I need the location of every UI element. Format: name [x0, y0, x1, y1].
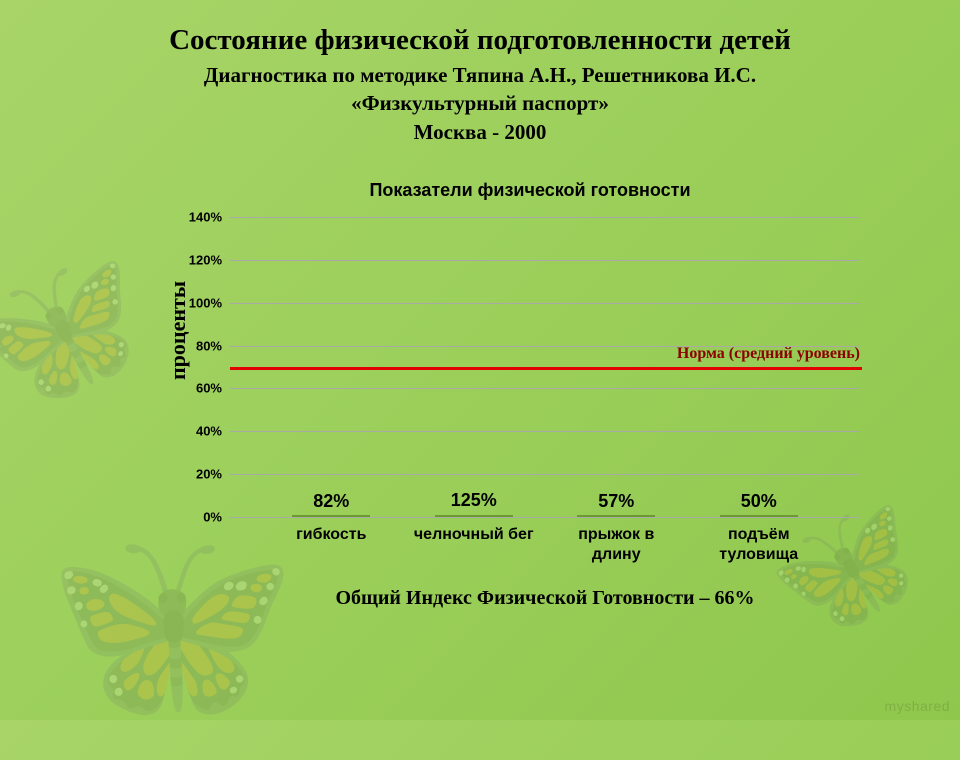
y-tick: 40%	[196, 424, 222, 439]
y-tick: 100%	[189, 295, 222, 310]
x-label: гибкость	[271, 525, 391, 565]
bar	[720, 515, 798, 517]
gridline	[230, 517, 860, 518]
bar-value-label: 125%	[451, 490, 497, 511]
decor-butterfly: 🦋	[0, 230, 163, 434]
page-title: Состояние физической подготовленности де…	[60, 24, 900, 57]
plot-area: 0%20%40%60%80%100%120%140% 82%125%57%50%…	[230, 217, 860, 517]
y-tick: 80%	[196, 338, 222, 353]
y-tick: 0%	[203, 510, 222, 525]
bar-column: 57%	[571, 515, 661, 517]
y-tick: 60%	[196, 381, 222, 396]
y-tick: 120%	[189, 252, 222, 267]
bar	[577, 515, 655, 517]
bar	[292, 515, 370, 517]
bar-column: 82%	[286, 515, 376, 517]
x-labels: гибкость челночный бег прыжок в длину подъё…	[230, 517, 860, 565]
bar-value-label: 57%	[598, 491, 634, 512]
bar-value-label: 50%	[741, 491, 777, 512]
subtitle-line: «Физкультурный паспорт»	[60, 89, 900, 117]
bar-column: 50%	[714, 515, 804, 517]
bar-value-label: 82%	[313, 491, 349, 512]
bar	[435, 515, 513, 517]
chart-title: Показатели физической готовности	[170, 180, 890, 201]
chart-container: Показатели физической готовности процент…	[170, 180, 890, 680]
x-label: челночный бег	[414, 525, 534, 565]
y-tick: 20%	[196, 467, 222, 482]
x-label: подъём туловища	[699, 525, 819, 565]
bar-column: 125%	[429, 515, 519, 517]
norm-label: Норма (средний уровень)	[677, 345, 860, 363]
chart-footer: Общий Индекс Физической Готовности – 66%	[230, 587, 860, 610]
subtitle-line: Москва - 2000	[60, 118, 900, 146]
norm-line	[230, 367, 862, 370]
x-label: прыжок в длину	[556, 525, 676, 565]
subtitle-line: Диагностика по методике Тяпина А.Н., Реш…	[60, 61, 900, 89]
slide-header: Состояние физической подготовленности де…	[0, 0, 960, 158]
y-tick: 140%	[189, 210, 222, 225]
y-axis-title: проценты	[165, 281, 191, 380]
watermark: myshared	[885, 698, 950, 714]
